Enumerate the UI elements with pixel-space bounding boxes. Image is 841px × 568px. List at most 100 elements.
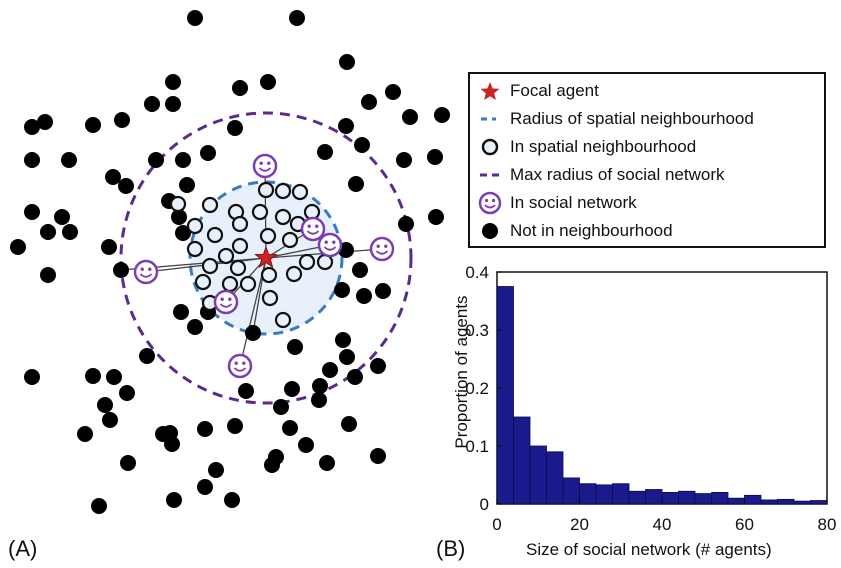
agent-dot [61, 152, 77, 168]
agent-dot [312, 378, 328, 394]
panel-b-histogram: 0 20 40 60 80 0 0.1 0.2 0.3 0.4 [465, 263, 836, 534]
agent-dot [370, 358, 386, 374]
agent-dot [245, 325, 261, 341]
histogram-bar [579, 483, 597, 505]
y-tick-label: 0.4 [465, 263, 489, 282]
histogram-bar [496, 286, 514, 505]
social-member-smiley [133, 259, 159, 285]
agent-dot [334, 282, 350, 298]
agent-dot [165, 96, 181, 112]
agent-in-spatial [201, 196, 219, 214]
agent-in-spatial [291, 183, 309, 201]
agent-dot [113, 262, 129, 278]
histogram-y-axis-label: Proportion of agents [452, 295, 471, 449]
y-tick-label: 0.3 [465, 321, 489, 340]
histogram-bar [645, 489, 663, 505]
agent-dot [356, 288, 372, 304]
agent-dot [24, 119, 40, 135]
x-tick-label: 40 [653, 515, 672, 534]
agent-dot [24, 369, 40, 385]
agent-dot [287, 339, 303, 355]
agent-dot [10, 239, 26, 255]
agent-dot [311, 392, 327, 408]
histogram-bar [744, 494, 762, 505]
agent-dot [348, 176, 364, 192]
agent-dot [298, 437, 314, 453]
agent-dot [179, 177, 195, 193]
agent-dot [165, 74, 181, 90]
social-member-smiley [213, 289, 239, 315]
agent-dot [352, 262, 368, 278]
agent-dot [232, 80, 248, 96]
agent-dot [164, 436, 180, 452]
legend-label: Max radius of social network [510, 165, 725, 184]
agent-dot [339, 54, 355, 70]
agent-in-spatial [261, 289, 279, 307]
histogram-bar [793, 500, 811, 505]
legend-item-max-social-radius: Max radius of social network [470, 162, 724, 188]
agent-dot [175, 225, 191, 241]
agent-dot [40, 224, 56, 240]
agent-in-spatial [285, 265, 303, 283]
histogram-bar [810, 500, 828, 505]
histogram-bar [612, 483, 630, 505]
smiley-icon [470, 190, 510, 216]
black-dot-icon [470, 218, 510, 244]
agent-dot [24, 204, 40, 220]
agent-dot [370, 448, 386, 464]
histogram-bars [496, 286, 828, 505]
agent-in-spatial [257, 181, 275, 199]
panel-a-network-diagram [10, 10, 450, 514]
agent-dot [62, 224, 78, 240]
agent-in-spatial [231, 215, 249, 233]
agent-in-spatial [251, 203, 269, 221]
agent-in-spatial [206, 226, 224, 244]
agent-dot [197, 479, 213, 495]
agent-dot [375, 283, 391, 299]
agent-dot [37, 114, 53, 130]
agent-in-spatial [221, 275, 239, 293]
agent-dot [97, 397, 113, 413]
agent-dot [105, 169, 121, 185]
agent-dot [106, 369, 122, 385]
histogram-bar [711, 491, 729, 505]
not-in-neighbourhood-dots [10, 10, 450, 514]
histogram-bar [727, 497, 745, 505]
agent-dot [284, 381, 300, 397]
histogram-y-ticks: 0 0.1 0.2 0.3 0.4 [465, 263, 502, 514]
histogram-bar [760, 499, 778, 505]
agent-in-spatial [298, 253, 316, 271]
agent-in-spatial [194, 273, 212, 291]
agent-dot [434, 107, 450, 123]
histogram-bar [661, 491, 679, 505]
legend-label: Radius of spatial neighbourhood [510, 109, 754, 128]
agent-dot [85, 368, 101, 384]
agent-dot [208, 462, 224, 478]
agent-dot [114, 112, 130, 128]
agent-dot [119, 385, 135, 401]
agent-dot [260, 74, 276, 90]
agent-dot [282, 420, 298, 436]
histogram-bar [777, 498, 795, 505]
agent-in-spatial [231, 237, 249, 255]
social-member-smiley [369, 236, 395, 262]
agent-dot [289, 10, 305, 26]
social-member-smiley [252, 153, 278, 179]
y-tick-label: 0.2 [465, 379, 489, 398]
agent-in-spatial [281, 231, 299, 249]
legend-item-in-social: In social network [470, 190, 637, 216]
agent-dot [317, 144, 333, 160]
agent-dot [428, 209, 444, 225]
agent-dot [173, 304, 189, 320]
agent-in-spatial [186, 217, 204, 235]
max-social-radius-circle [119, 111, 413, 405]
agent-dot [102, 412, 118, 428]
agent-in-spatial [260, 266, 278, 284]
x-tick-label: 20 [570, 515, 589, 534]
agent-dot [197, 421, 213, 437]
agent-in-spatial [201, 257, 219, 275]
agent-dot [339, 349, 355, 365]
agent-in-spatial [239, 275, 257, 293]
x-tick-label: 60 [735, 515, 754, 534]
legend: Focal agent Radius of spatial neighbourh… [468, 72, 826, 248]
